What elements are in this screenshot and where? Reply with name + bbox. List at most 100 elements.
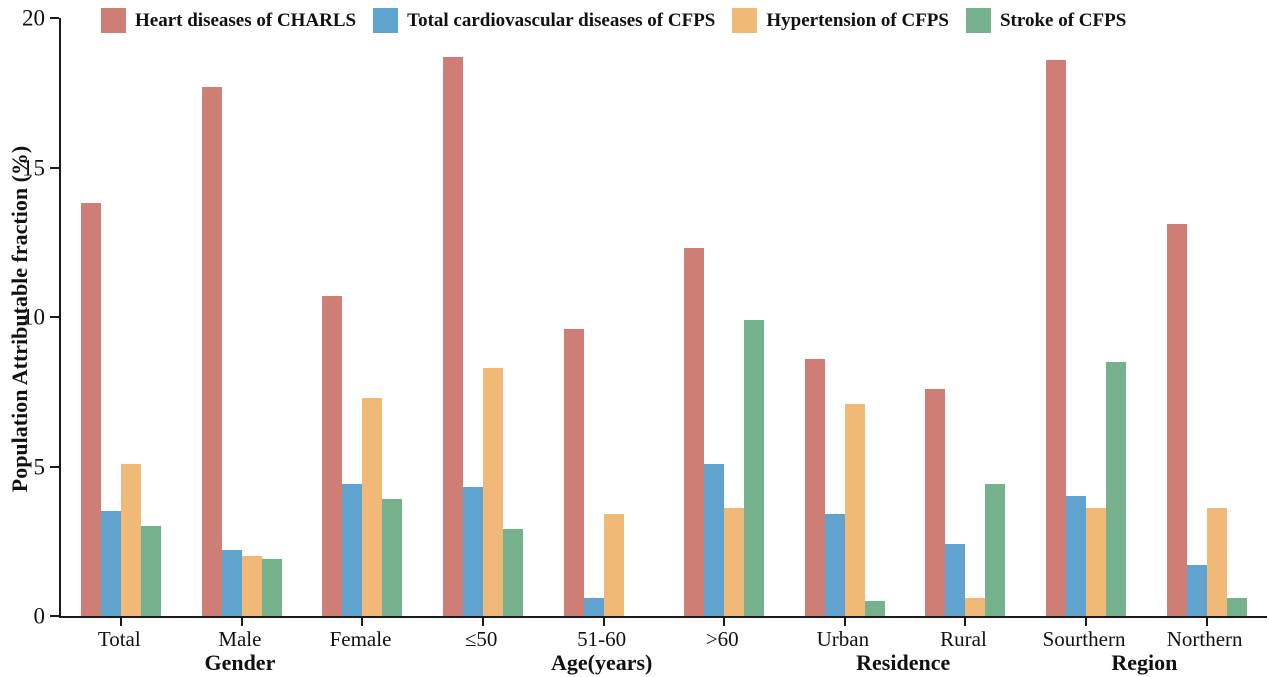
bar-group-50 <box>423 18 544 626</box>
bar-60-heart-diseases-of-charls <box>684 248 705 616</box>
bar-group-urban <box>785 18 906 626</box>
bar-rural-stroke-of-cfps <box>985 484 1006 616</box>
bar-60-total-cardiovascular-diseases-of-cfps <box>704 463 725 616</box>
bar-male-hypertension-of-cfps <box>241 556 262 616</box>
group-label-region: Region <box>1111 650 1178 675</box>
legend-item-heart-diseases-of-charls: Heart diseases of CHARLS <box>101 8 356 33</box>
legend-swatch-icon <box>101 8 126 33</box>
bar-sourthern-hypertension-of-cfps <box>1086 508 1107 616</box>
legend-swatch-icon <box>965 8 991 33</box>
group-label-age-years: Age(years) <box>550 650 653 675</box>
plot-area: 0 5 10 15 20 <box>22 7 1267 628</box>
bar-60-stroke-of-cfps <box>744 320 765 616</box>
bar-group-sourthern <box>1026 18 1147 626</box>
group-label-gender: Gender <box>204 650 276 675</box>
category-label-male: Male <box>218 627 262 651</box>
category-label-60: >60 <box>705 627 739 651</box>
bar-female-hypertension-of-cfps <box>362 397 383 616</box>
group-label-residence: Residence <box>856 650 951 675</box>
bar-group-female <box>302 18 423 626</box>
x-tick-urban <box>843 618 846 626</box>
y-tick-15 <box>50 166 59 169</box>
bar-group-51-60 <box>543 18 664 626</box>
y-tick-20 <box>50 17 59 19</box>
bar-rural-heart-diseases-of-charls <box>925 388 946 616</box>
bar-urban-hypertension-of-cfps <box>844 403 865 616</box>
bar-urban-total-cardiovascular-diseases-of-cfps <box>824 514 845 616</box>
y-tick-0 <box>50 615 59 617</box>
category-label-urban: Urban <box>816 627 870 651</box>
bar-50-total-cardiovascular-diseases-of-cfps <box>463 487 484 616</box>
bar-total-hypertension-of-cfps <box>121 463 142 616</box>
bar-rural-hypertension-of-cfps <box>965 598 986 616</box>
y-tick-5 <box>50 465 59 468</box>
bar-total-heart-diseases-of-charls <box>81 203 102 616</box>
x-axis-category-labels: Total Male Female ≤50 51-60 >60 Urban Rural Sour… <box>59 627 1265 651</box>
legend-label: Stroke of CFPS <box>999 9 1127 31</box>
x-tick-sourthern <box>1085 618 1088 626</box>
bar-group-rural <box>905 18 1026 626</box>
bar-female-stroke-of-cfps <box>382 499 403 616</box>
legend-item-stroke-of-cfps: Stroke of CFPS <box>965 8 1127 33</box>
x-tick-female <box>361 618 364 626</box>
bar-group-total <box>61 18 182 626</box>
category-label-northern: Northern <box>1166 627 1243 651</box>
bar-50-hypertension-of-cfps <box>483 367 504 616</box>
y-tick-label-10: 10 <box>22 304 45 330</box>
legend-label: Heart diseases of CHARLS <box>135 9 357 31</box>
bar-50-heart-diseases-of-charls <box>443 56 464 616</box>
bar-northern-total-cardiovascular-diseases-of-cfps <box>1186 565 1207 616</box>
bar-50-stroke-of-cfps <box>503 529 524 616</box>
chart-legend: Heart diseases of CHARLS Total cardiovasc… <box>101 8 1126 33</box>
x-tick-60 <box>723 618 726 626</box>
category-label-sourthern: Sourthern <box>1042 627 1126 651</box>
y-tick-10 <box>50 316 59 318</box>
bar-51-60-heart-diseases-of-charls <box>563 328 584 616</box>
category-label-51-60: 51-60 <box>577 627 627 651</box>
legend-swatch-icon <box>373 8 399 33</box>
bar-sourthern-heart-diseases-of-charls <box>1046 59 1067 616</box>
bar-sourthern-total-cardiovascular-diseases-of-cfps <box>1066 496 1087 616</box>
bar-urban-heart-diseases-of-charls <box>804 358 825 616</box>
x-tick-51-60 <box>602 618 605 626</box>
x-axis-group-labels: Gender Age(years) Residence Region <box>59 650 1265 675</box>
bar-51-60-hypertension-of-cfps <box>603 514 624 616</box>
bar-group-northern <box>1146 18 1267 626</box>
legend-item-hypertension-of-cfps: Hypertension of CFPS <box>732 8 949 33</box>
bar-total-total-cardiovascular-diseases-of-cfps <box>101 511 122 616</box>
x-tick-50 <box>482 618 485 626</box>
bar-male-total-cardiovascular-diseases-of-cfps <box>221 550 242 616</box>
legend-swatch-icon <box>732 8 758 33</box>
y-tick-label-5: 5 <box>33 454 46 479</box>
x-tick-rural <box>964 618 967 626</box>
bar-male-stroke-of-cfps <box>261 559 282 616</box>
bar-northern-stroke-of-cfps <box>1226 598 1247 616</box>
category-label-50: ≤50 <box>464 627 498 651</box>
legend-label: Hypertension of CFPS <box>766 9 949 31</box>
y-tick-label-20: 20 <box>22 5 45 31</box>
bar-female-heart-diseases-of-charls <box>322 296 343 616</box>
bar-total-stroke-of-cfps <box>141 526 162 616</box>
bar-northern-heart-diseases-of-charls <box>1166 224 1187 616</box>
legend-item-total-cardiovascular-diseases-of-cfps: Total cardiovascular diseases of CFPS <box>373 8 715 33</box>
bar-northern-hypertension-of-cfps <box>1206 508 1227 616</box>
bar-sourthern-stroke-of-cfps <box>1106 361 1127 616</box>
bar-urban-stroke-of-cfps <box>864 601 885 616</box>
bar-60-hypertension-of-cfps <box>724 508 745 616</box>
bar-group-60 <box>664 18 785 626</box>
legend-label: Total cardiovascular diseases of CFPS <box>407 9 716 31</box>
y-tick-label-15: 15 <box>22 155 45 180</box>
bar-51-60-total-cardiovascular-diseases-of-cfps <box>583 598 604 616</box>
x-tick-northern <box>1205 618 1208 626</box>
bar-male-heart-diseases-of-charls <box>201 86 222 616</box>
category-label-rural: Rural <box>940 627 987 651</box>
bar-female-total-cardiovascular-diseases-of-cfps <box>342 484 363 616</box>
bar-rural-total-cardiovascular-diseases-of-cfps <box>945 544 966 616</box>
bar-group-male <box>182 18 303 626</box>
x-tick-male <box>240 618 243 626</box>
x-tick-total <box>120 618 123 626</box>
y-tick-label-0: 0 <box>33 603 46 629</box>
category-label-female: Female <box>329 627 392 651</box>
category-label-total: Total <box>97 627 141 651</box>
